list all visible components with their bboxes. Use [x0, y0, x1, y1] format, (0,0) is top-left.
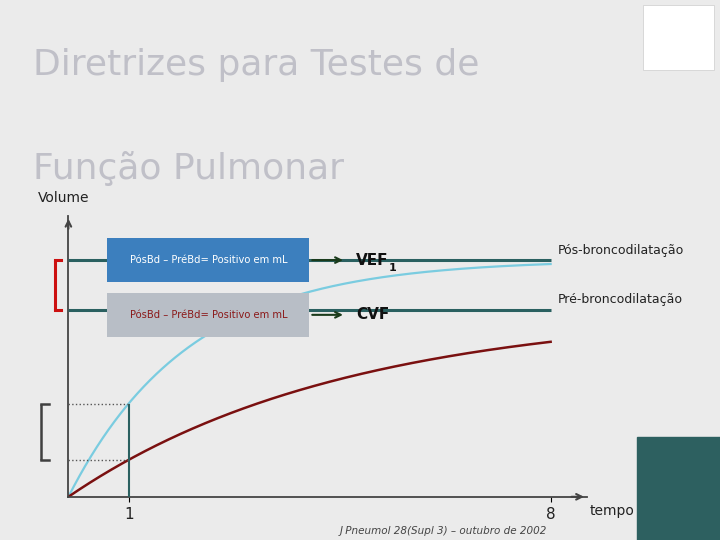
- Text: VEF: VEF: [356, 253, 389, 268]
- Text: Pré-broncodilatação: Pré-broncodilatação: [558, 293, 683, 307]
- Text: 1: 1: [388, 263, 396, 273]
- Text: PósBd – PréBd= Positivo em mL: PósBd – PréBd= Positivo em mL: [130, 255, 287, 265]
- Text: tempo: tempo: [590, 503, 635, 517]
- Bar: [637, 437, 720, 540]
- Text: CVF: CVF: [356, 307, 390, 322]
- FancyBboxPatch shape: [643, 5, 714, 70]
- Text: PósBd – PréBd= Positivo em mL: PósBd – PréBd= Positivo em mL: [130, 310, 287, 320]
- Text: Diretrizes para Testes de: Diretrizes para Testes de: [33, 48, 480, 82]
- FancyBboxPatch shape: [107, 239, 310, 282]
- Text: Função Pulmonar: Função Pulmonar: [33, 151, 344, 186]
- FancyBboxPatch shape: [107, 293, 310, 337]
- Text: J Pneumol 28(Supl 3) – outubro de 2002: J Pneumol 28(Supl 3) – outubro de 2002: [340, 525, 547, 536]
- Text: Volume: Volume: [38, 191, 90, 205]
- Text: Pós-broncodilatação: Pós-broncodilatação: [558, 244, 684, 256]
